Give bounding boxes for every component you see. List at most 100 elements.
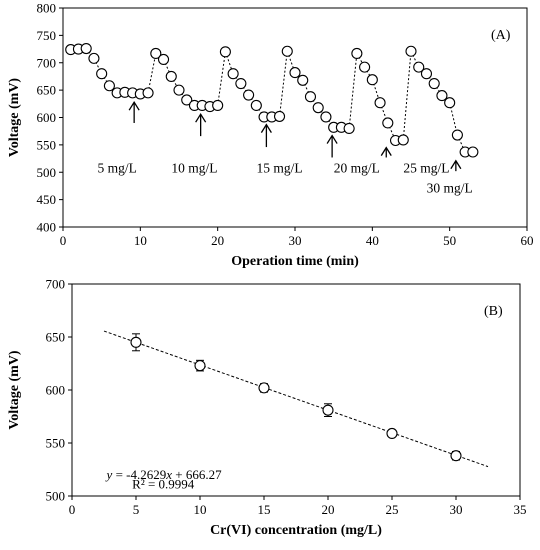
panel-a-annotation-label: 10 mg/L: [171, 160, 217, 175]
panel-b-x-axis-title: Cr(VI) concentration (mg/L): [210, 523, 382, 538]
panel-b-r-squared: R² = 0.9994: [132, 476, 195, 491]
panel-a-y-tick-label: 800: [37, 1, 57, 16]
panel-a-line-segment: [163, 59, 172, 77]
panel-a-data-point: [351, 47, 363, 59]
panel-a-data-point: [181, 94, 193, 106]
panel-b-y-tick-label: 700: [46, 277, 66, 292]
panel-a-data-point: [157, 53, 170, 66]
panel-a-annotation-label: 30 mg/L: [427, 181, 473, 196]
panel-b-x-tick-label: 5: [133, 502, 140, 517]
panel-a-y-tick-label: 550: [37, 137, 57, 152]
panel-a-data-point: [243, 89, 255, 101]
panel-a-annotation-label: 25 mg/L: [403, 160, 449, 175]
panel-a-x-axis-title: Operation time (min): [231, 254, 359, 269]
panel-a-x-tick-label: 60: [521, 233, 534, 248]
panel-b-data-point: [450, 450, 462, 462]
panel-b-y-axis-title: Voltage (mV): [7, 350, 22, 430]
panel-a-data-point: [374, 97, 386, 109]
panel-b-data-points: [130, 333, 462, 462]
panel-a-x-tick-label: 0: [60, 233, 67, 248]
panel-a-data-point: [235, 78, 247, 90]
panel-a-data-point: [80, 42, 92, 55]
panel-a-y-tick-label: 750: [37, 28, 57, 43]
panel-a-y-tick-label: 600: [37, 110, 57, 125]
panel-b-data-point: [194, 360, 206, 372]
arrow-head: [326, 134, 338, 144]
panel-b-x-tick-label: 10: [194, 502, 207, 517]
panel-b-chart: 0 5 10 15 20 25 30 35 500 550 600 650 700 (B) y = -4…: [7, 277, 527, 539]
panel-a-annotation-arrow: [380, 146, 392, 158]
panel-a-data-point: [219, 46, 231, 58]
panel-b-data-point: [258, 382, 270, 394]
panel-a-data-point: [405, 45, 417, 57]
arrow-head: [450, 159, 462, 170]
arrow-head: [195, 112, 207, 123]
panel-a-y-axis-title: Voltage (mV): [7, 78, 22, 158]
panel-a-data-point: [88, 52, 100, 64]
panel-b-label: (B): [484, 304, 503, 319]
panel-a-data-point: [250, 99, 262, 112]
panel-b-x-tick-label: 20: [322, 502, 335, 517]
panel-a-line-segment: [410, 51, 420, 68]
panel-a-x-tick-label: 10: [134, 233, 147, 248]
panel-a-data-point: [428, 78, 440, 90]
panel-a-data-point: [273, 110, 286, 122]
arrow-head: [380, 146, 392, 156]
panel-a-y-tick-label: 700: [37, 55, 57, 70]
panel-a-series-line: [70, 48, 473, 153]
panel-a-y-tick-label: 500: [37, 165, 57, 180]
panel-a-data-point: [382, 117, 394, 129]
panel-b-trendline: [103, 330, 489, 468]
panel-a-data-point: [304, 91, 317, 103]
panel-a-data-point: [420, 68, 433, 80]
panel-b-data-point: [386, 427, 398, 440]
panel-a-line-segment: [279, 51, 288, 117]
panel-a-line-segment: [387, 122, 396, 141]
panel-b-x-tick-label: 15: [258, 502, 271, 517]
panel-a-annotation-label: 20 mg/L: [334, 160, 380, 175]
panel-a-annotation-label: 15 mg/L: [256, 160, 302, 175]
panel-a-y-tick-label: 450: [37, 192, 57, 207]
panel-a-label: (A): [491, 28, 511, 43]
panel-a-data-point: [173, 84, 185, 96]
panel-a-x-tick-label: 40: [366, 233, 379, 248]
panel-b-plot-frame: [71, 283, 521, 497]
panel-a-data-point: [312, 102, 324, 114]
panel-a-annotation-label: 5 mg/L: [97, 160, 136, 175]
panel-b-x-tick-label: 35: [514, 502, 527, 517]
panel-a-data-point: [436, 90, 448, 102]
panel-a-data-point: [150, 47, 162, 59]
arrow-head: [128, 100, 140, 111]
panel-a-line-segment: [93, 58, 103, 74]
panel-a-data-point: [103, 80, 115, 92]
panel-a-data-point: [413, 61, 425, 73]
panel-a-line-segment: [147, 53, 157, 93]
panel-a-data-point: [366, 74, 378, 86]
panel-a-x-tick-label: 20: [211, 233, 224, 248]
panel-a-line-segment: [456, 134, 466, 153]
panel-a-annotation-arrow: [260, 123, 272, 148]
panel-a-data-point: [227, 68, 239, 80]
panel-a-annotation-arrow: [128, 100, 140, 123]
panel-b-y-tick-label: 650: [46, 330, 66, 345]
panel-b-axes: 0 5 10 15 20 25 30 35 500 550 600 650 700: [46, 277, 527, 518]
panel-a-data-point: [359, 61, 371, 73]
panel-b-trendline-path: [103, 330, 489, 468]
panel-a-data-points: [65, 42, 479, 158]
panel-b-x-tick-label: 30: [450, 502, 463, 517]
panel-a-data-point: [444, 97, 456, 109]
panel-b-x-tick-label: 0: [69, 502, 76, 517]
panel-a-chart: 0 10 20 30 40 50 60 400 450 500 550 600 650 700 750 800…: [7, 1, 534, 270]
panel-a-annotation-arrow: [450, 159, 462, 172]
panel-b-data-point: [130, 336, 142, 348]
panel-a-data-point: [467, 146, 479, 158]
panel-a-data-point: [142, 87, 154, 99]
panel-b-data-point: [322, 404, 334, 416]
panel-a-data-point: [297, 74, 309, 86]
panel-a-y-tick-label: 400: [37, 220, 57, 235]
panel-a-x-tick-label: 50: [443, 233, 456, 248]
panel-a-annotations: 5 mg/L 10 mg/L 15 mg/L 20 mg/L 25 mg/L 30 mg/…: [97, 100, 473, 196]
panel-a-line-segment: [217, 51, 226, 106]
panel-a-axes: 0 10 20 30 40 50 60 400 450 500 550 600 650 700 750 800: [37, 1, 534, 249]
